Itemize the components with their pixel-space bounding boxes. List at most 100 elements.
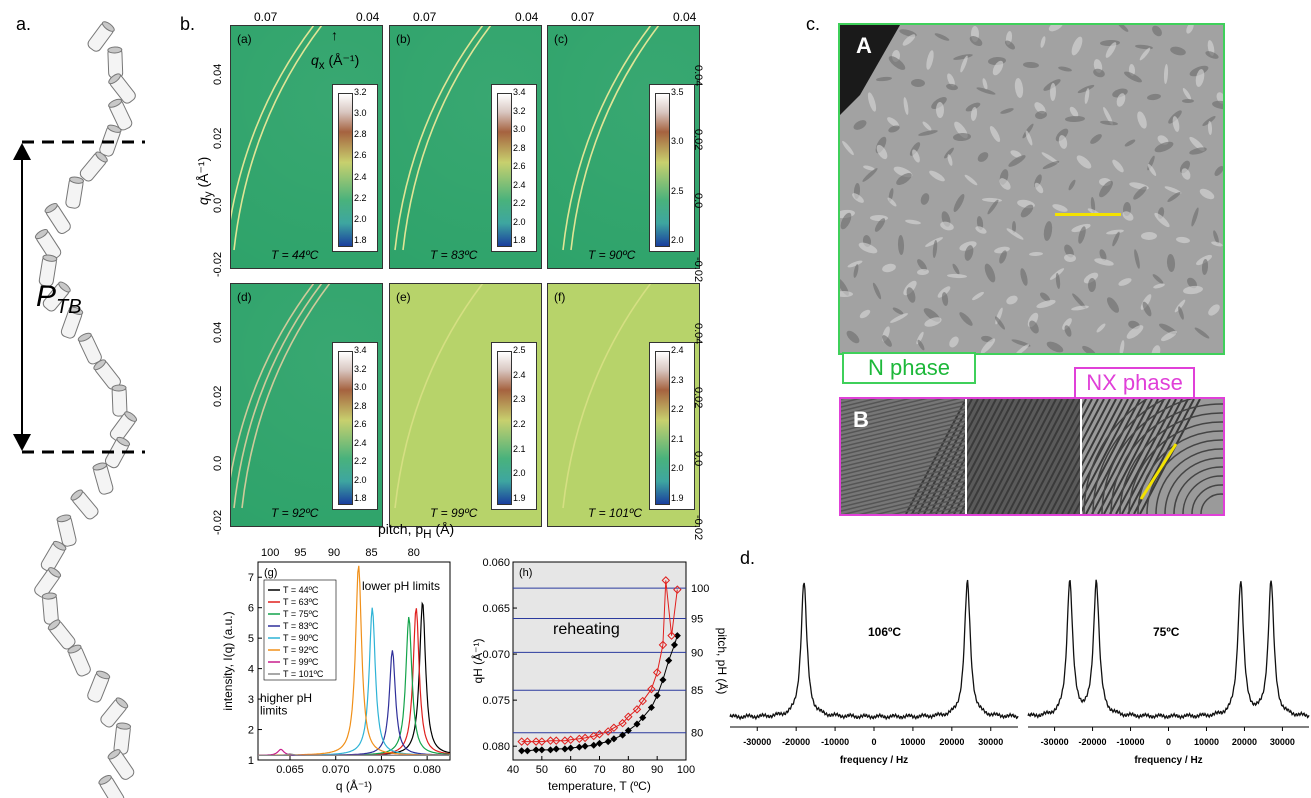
texture-blob — [1093, 68, 1105, 78]
heatmap-arcs — [231, 284, 331, 509]
stripe — [959, 399, 1021, 514]
stripe — [841, 444, 967, 476]
nmr-trace — [1027, 579, 1310, 720]
texture-blob — [1147, 93, 1161, 101]
stripe — [841, 440, 967, 472]
colorbar-tick: 2.2 — [513, 198, 526, 208]
texture-blob — [1005, 40, 1015, 50]
texture-blob — [1014, 344, 1030, 353]
data-point — [638, 696, 647, 706]
texture-blob — [1172, 116, 1180, 132]
top-tick: 0.04 — [515, 10, 539, 24]
stripe — [841, 416, 967, 448]
chart-h-y2label: pitch, pH (Å) — [715, 628, 728, 695]
scattering-arc — [402, 26, 492, 251]
texture-blob — [1040, 292, 1050, 302]
ring-stripe — [1191, 484, 1223, 514]
texture-blob — [982, 78, 988, 90]
colorbar-tick: 2.2 — [354, 192, 367, 203]
texture-blob — [1103, 107, 1113, 125]
texture-blob — [887, 197, 897, 207]
texture-blob — [890, 313, 908, 323]
colorbar-tick: 2.0 — [671, 463, 684, 474]
texture-blob — [1011, 339, 1031, 347]
texture-blob — [1207, 121, 1213, 135]
helix-segment-end — [115, 697, 129, 709]
legend-label: T = 63ºC — [283, 597, 319, 607]
stripe — [1043, 399, 1105, 514]
annotation-higher: higher pH — [260, 691, 312, 705]
texture-blob — [1040, 36, 1046, 48]
nx-scale-line — [1139, 443, 1178, 500]
texture-blob — [1010, 150, 1022, 158]
ring-stripe — [1200, 493, 1223, 514]
stripe — [989, 399, 1051, 514]
stripe — [858, 488, 967, 514]
colorbar-tick: 2.8 — [354, 129, 367, 140]
stripe — [841, 428, 967, 460]
ytick-right: 0.02 — [692, 387, 704, 409]
texture-blob — [920, 193, 930, 205]
legend-label: T = 44ºC — [283, 585, 319, 595]
texture-blob — [874, 218, 886, 232]
texture-blob — [1154, 212, 1170, 228]
x-tick-label: -10000 — [821, 737, 849, 747]
x-tick-label: 80 — [622, 764, 634, 776]
stripe — [953, 399, 1015, 514]
texture-blob — [965, 102, 981, 112]
nx-phase-label: NX phase — [1086, 370, 1183, 395]
stripe — [841, 399, 911, 416]
x-tick-label: 0.065 — [276, 764, 304, 776]
ring-stripe — [1137, 430, 1223, 514]
texture-blob — [1213, 230, 1219, 244]
texture-blob — [946, 83, 958, 91]
stripe — [841, 399, 928, 420]
nx-phase-tag: NX phase — [1074, 367, 1195, 399]
nmr-xlabel: frequency / Hz — [840, 755, 908, 766]
texture-blob — [1134, 249, 1140, 269]
texture-blob — [1052, 204, 1068, 212]
texture-blob — [1008, 155, 1026, 167]
texture-blob — [852, 193, 864, 203]
texture-blob — [959, 312, 973, 326]
texture-blob — [1166, 254, 1176, 272]
stripe — [841, 432, 967, 464]
data-point — [595, 729, 604, 739]
y2-tick-label: 90 — [691, 647, 703, 659]
texture-blob — [1034, 182, 1044, 194]
stripe — [1127, 399, 1189, 514]
helix-segment-end — [70, 489, 83, 501]
texture-blob — [911, 78, 925, 88]
texture-blob — [1099, 249, 1107, 261]
legend-label: T = 90ºC — [283, 633, 319, 643]
texture-blob — [1071, 305, 1089, 311]
nx-phase-texture — [841, 399, 1223, 514]
scattering-arc — [562, 284, 652, 509]
texture-blob — [1065, 115, 1085, 123]
stripe — [891, 496, 967, 514]
helix-segment-end — [77, 332, 92, 342]
texture-blob — [947, 273, 967, 279]
colorbar-tick: 2.2 — [513, 419, 526, 429]
data-point — [590, 741, 598, 749]
subpanel-tag: (e) — [396, 290, 411, 304]
texture-blob — [1046, 341, 1064, 353]
n-phase-texture — [840, 25, 1223, 353]
scattering-arc — [231, 26, 315, 221]
nmr-temp-75: 75ºC — [1153, 625, 1180, 639]
helix-segment-end — [48, 567, 62, 578]
texture-blob — [1055, 128, 1069, 142]
x-tick-label: 20000 — [939, 737, 964, 747]
texture-blob — [1152, 25, 1162, 37]
texture-blob — [926, 50, 934, 70]
texture-blob — [1094, 258, 1114, 266]
stripe — [1013, 399, 1075, 514]
texture-blob — [897, 235, 905, 255]
texture-blob — [1176, 236, 1190, 244]
colorbar-tick: 1.8 — [354, 493, 367, 503]
data-point — [523, 737, 532, 746]
texture-blob — [1164, 186, 1182, 194]
colorbar-tick: 1.8 — [354, 235, 367, 245]
colorbar-tick: 2.1 — [513, 443, 526, 454]
nmr-spectrum-106: -30000 -20000 -10000 0 10000 20000 30000 freque… — [729, 579, 1019, 766]
